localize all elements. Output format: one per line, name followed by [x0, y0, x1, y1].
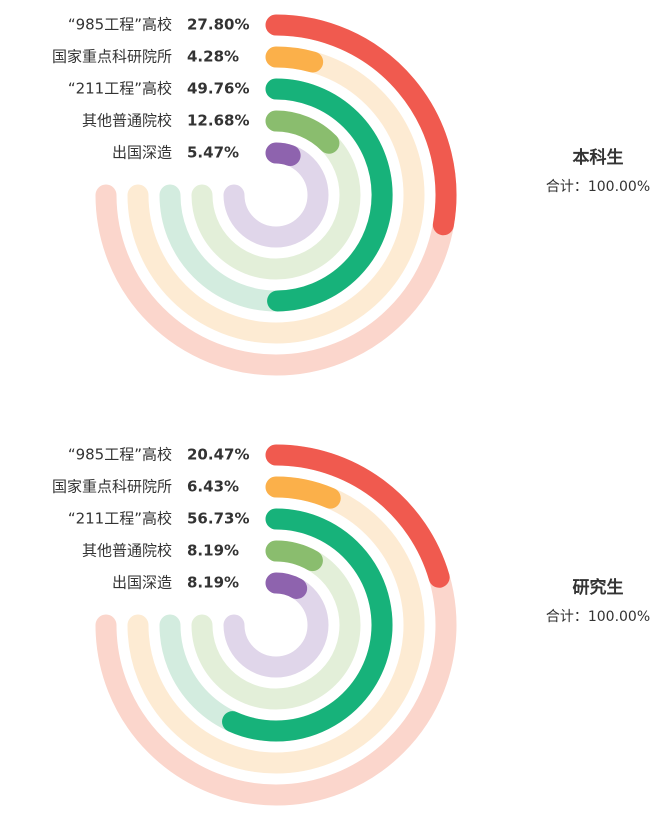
- ring-track: [223, 572, 329, 678]
- chart-title: 本科生: [573, 147, 624, 168]
- ring-track: [191, 540, 361, 710]
- value-label: 5.47%: [187, 144, 239, 162]
- value-label: 6.43%: [187, 478, 239, 496]
- category-label: “211工程”高校: [68, 510, 172, 528]
- ring-bar: [265, 572, 308, 599]
- ring-bar: [265, 110, 340, 154]
- category-label: 出国深造: [112, 144, 172, 162]
- ring-bar: [265, 78, 393, 312]
- category-label: “985工程”高校: [68, 446, 172, 464]
- ring-bar: [265, 444, 450, 588]
- category-label: “985工程”高校: [68, 16, 172, 34]
- category-label: 国家重点科研院所: [52, 478, 172, 496]
- ring-track: [127, 46, 425, 344]
- value-label: 12.68%: [187, 112, 249, 130]
- category-label: 其他普通院校: [82, 542, 172, 560]
- ring-bar: [265, 142, 301, 166]
- category-label: 出国深造: [112, 574, 172, 592]
- chart-subtitle: 合计：100.00%: [546, 609, 650, 625]
- value-label: 56.73%: [187, 510, 249, 528]
- category-label: 其他普通院校: [82, 112, 172, 130]
- chart-subtitle: 合计：100.00%: [546, 179, 650, 195]
- ring-bar: [265, 46, 324, 73]
- value-label: 20.47%: [187, 446, 249, 464]
- ring-bar: [265, 14, 457, 236]
- ring-bar: [265, 540, 323, 572]
- chart-title: 研究生: [573, 577, 624, 598]
- value-label: 8.19%: [187, 574, 239, 592]
- value-label: 27.80%: [187, 16, 249, 34]
- ring-track: [223, 142, 329, 248]
- ring-bar: [265, 476, 341, 509]
- category-label: “211工程”高校: [68, 80, 172, 98]
- value-label: 8.19%: [187, 542, 239, 560]
- value-label: 4.28%: [187, 48, 239, 66]
- ring-track: [127, 476, 425, 774]
- category-label: 国家重点科研院所: [52, 48, 172, 66]
- value-label: 49.76%: [187, 80, 249, 98]
- ring-bar: [222, 508, 393, 742]
